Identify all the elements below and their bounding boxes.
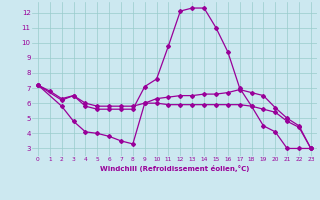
X-axis label: Windchill (Refroidissement éolien,°C): Windchill (Refroidissement éolien,°C) [100, 165, 249, 172]
